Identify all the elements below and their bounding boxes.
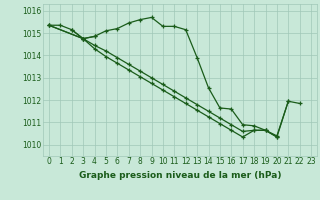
X-axis label: Graphe pression niveau de la mer (hPa): Graphe pression niveau de la mer (hPa) <box>79 171 281 180</box>
